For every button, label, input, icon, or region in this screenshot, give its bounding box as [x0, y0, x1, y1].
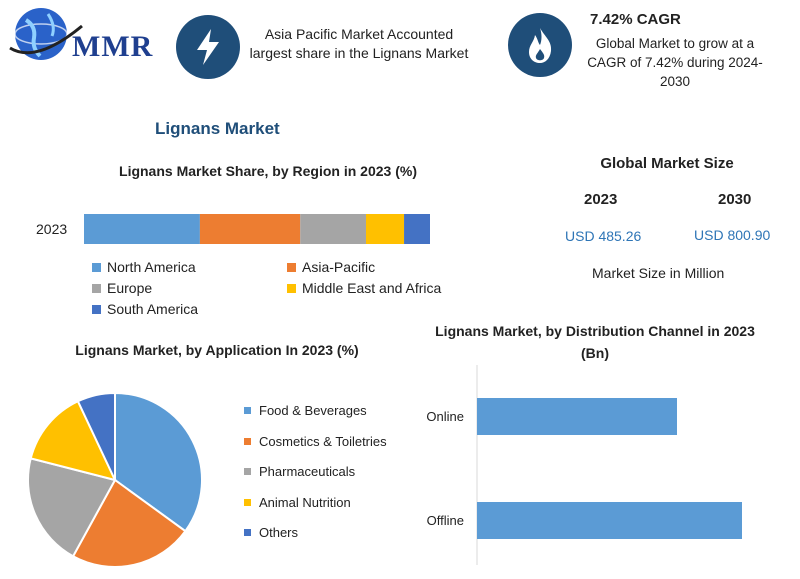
pie-slice-food-beverages — [114, 391, 203, 533]
legend-swatch — [244, 437, 251, 445]
legend-label: Pharmaceuticals — [259, 464, 356, 479]
region-bar-segment-europe — [300, 214, 366, 244]
lightning-icon — [197, 29, 219, 65]
logo-text: MMR — [72, 30, 154, 63]
legend-label: Food & Beverages — [259, 403, 367, 418]
pie-slice-cosmetics-toiletries — [71, 478, 187, 568]
legend-label: Cosmetics & Toiletries — [259, 433, 387, 449]
region-bar-segment-north-america — [84, 214, 200, 244]
pie-slice-animal-nutrition — [29, 399, 117, 482]
distribution-category-label-offline: Offline — [427, 513, 464, 528]
application-pie-chart — [27, 391, 203, 568]
market-size-unit-note: Market Size in Million — [592, 265, 725, 281]
legend-swatch — [92, 283, 101, 293]
gms-value-2023: USD 485.26 — [565, 228, 642, 244]
gms-year-2030: 2030 — [718, 191, 752, 208]
mmr-logo: MMR — [6, 4, 156, 64]
legend-swatch — [287, 262, 296, 272]
application-legend-item-animal-nutrition: Animal Nutrition — [244, 495, 351, 510]
region-chart-title: Lignans Market Share, by Region in 2023 … — [119, 163, 417, 179]
legend-label: Middle East and Africa — [302, 280, 442, 296]
legend-label: Asia-Pacific — [302, 259, 376, 275]
cagr-title: 7.42% CAGR — [590, 11, 681, 28]
highlight2-text: Global Market to grow at a CAGR of 7.42%… — [587, 36, 763, 89]
highlight1-text: Asia Pacific Market Accounted largest sh… — [249, 26, 469, 61]
distribution-category-label-online: Online — [426, 409, 464, 424]
global-market-size-title: Global Market Size — [600, 155, 734, 172]
region-legend-item-asia-pacific: Asia-Pacific — [287, 259, 375, 275]
pie-slice-others — [76, 391, 116, 481]
region-legend-item-north-america: North America — [92, 259, 196, 275]
distribution-chart-title: Lignans Market, by Distribution Channel … — [435, 323, 755, 361]
application-legend-item-cosmetics-toiletries: Cosmetics & Toiletries — [244, 434, 387, 449]
application-legend-item-others: Others — [244, 525, 298, 540]
region-bar-segment-asia-pacific — [199, 214, 301, 244]
highlight-lightning-badge — [176, 15, 240, 79]
legend-label: North America — [107, 259, 196, 275]
legend-swatch — [244, 529, 251, 536]
application-legend-item-food-beverages: Food & Beverages — [244, 403, 367, 418]
highlight-flame-badge — [508, 13, 572, 77]
legend-swatch — [244, 468, 251, 475]
legend-label: Others — [259, 525, 299, 540]
region-legend-item-middle-east-and-africa: Middle East and Africa — [287, 280, 441, 296]
distribution-bar-chart: Online Offline — [426, 365, 742, 565]
application-legend-item-pharmaceuticals: Pharmaceuticals — [244, 464, 355, 479]
globe-icon — [9, 8, 83, 60]
distribution-bar-offline — [477, 502, 742, 539]
region-legend-item-south-america: South America — [92, 301, 198, 317]
legend-swatch — [92, 304, 101, 314]
legend-label: Europe — [107, 280, 153, 296]
region-bar-segment-middle-east-and-africa — [365, 214, 405, 244]
region-bar-segment-south-america — [404, 214, 430, 244]
gms-year-2023: 2023 — [584, 191, 618, 208]
region-category-label: 2023 — [36, 221, 68, 237]
gms-value-2030: USD 800.90 — [694, 227, 771, 243]
application-chart-title: Lignans Market, by Application In 2023 (… — [75, 342, 359, 358]
page-title: Lignans Market — [155, 119, 280, 138]
legend-swatch — [244, 407, 251, 414]
legend-label: Animal Nutrition — [259, 494, 351, 510]
legend-label: South America — [107, 301, 199, 317]
legend-swatch — [287, 283, 296, 293]
pie-slice-pharmaceuticals — [27, 457, 117, 558]
legend-swatch — [92, 262, 101, 272]
distribution-bar-online — [477, 398, 677, 435]
region-legend-item-europe: Europe — [92, 280, 152, 296]
legend-swatch — [244, 498, 251, 506]
flame-icon — [529, 28, 552, 63]
